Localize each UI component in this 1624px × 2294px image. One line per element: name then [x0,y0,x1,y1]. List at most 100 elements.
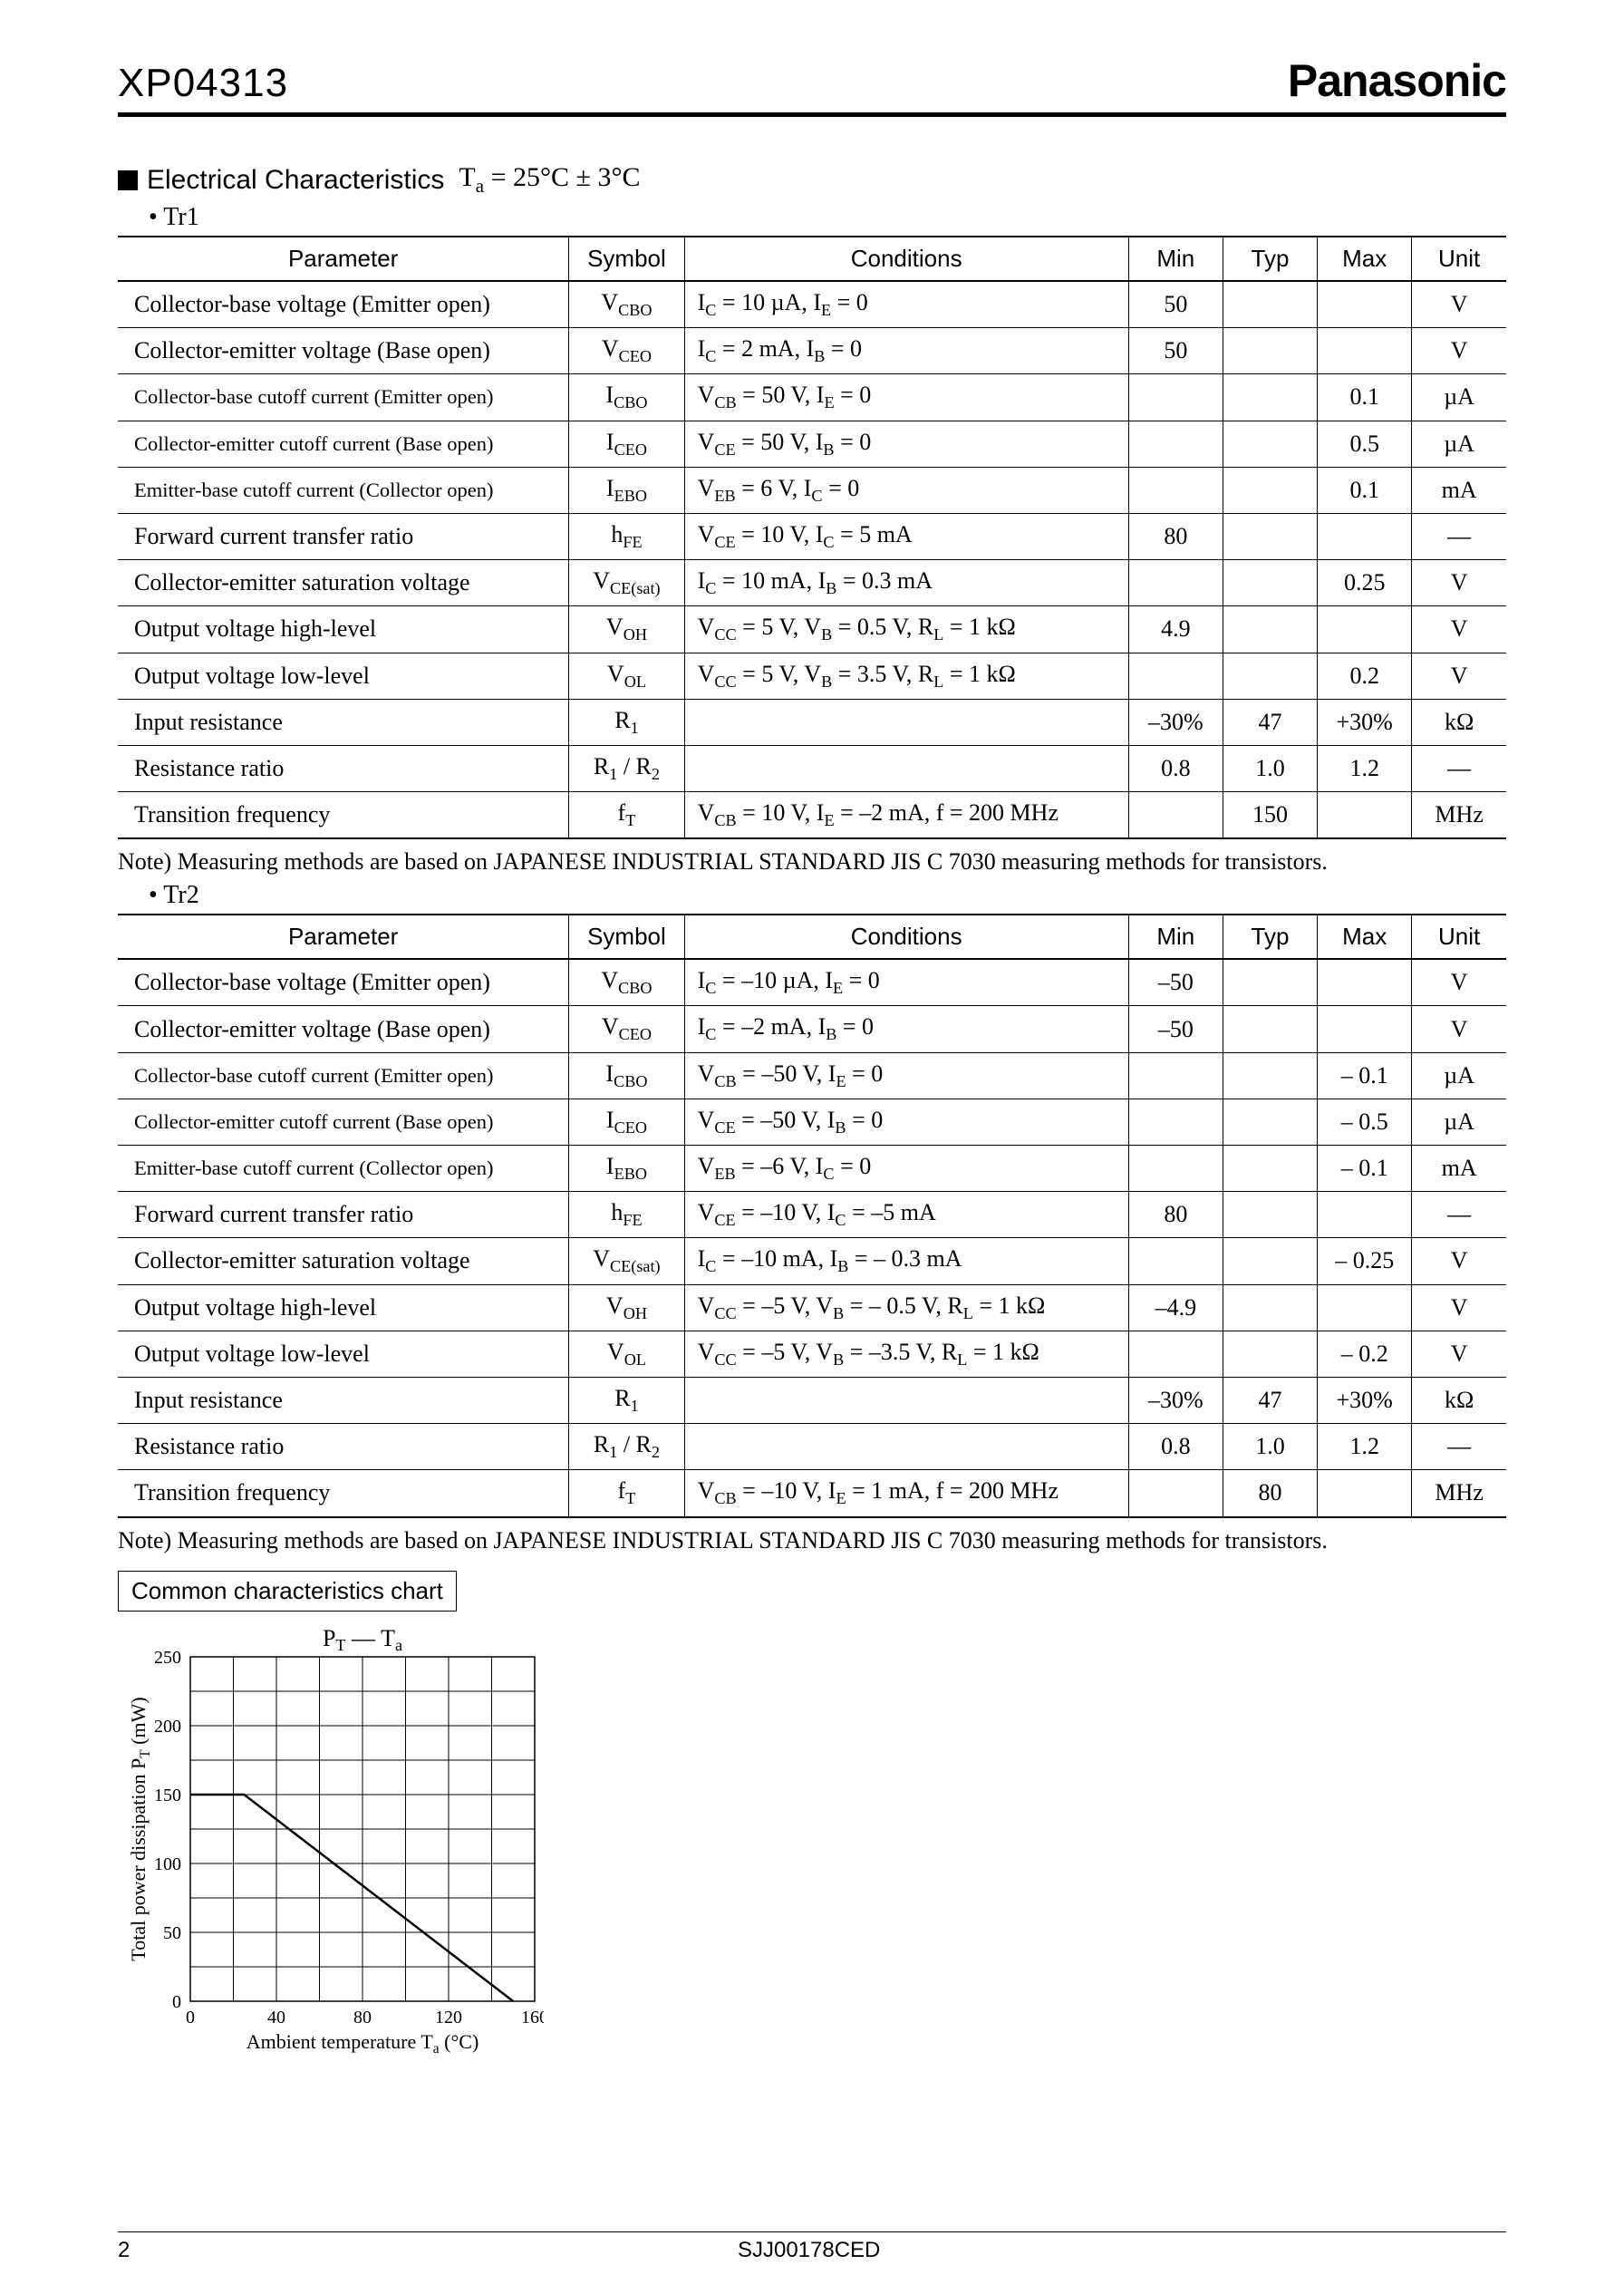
cell [1318,328,1412,374]
cell [1223,328,1317,374]
cell: IC = –10 µA, IE = 0 [684,959,1128,1006]
cell: fT [569,792,684,839]
cell: VCBO [569,281,684,328]
cell: µA [1412,1099,1506,1145]
column-header: Unit [1412,915,1506,959]
cell [1128,1470,1223,1517]
cell: V [1412,1331,1506,1377]
cell: 50 [1128,328,1223,374]
tr1-table: ParameterSymbolConditionsMinTypMaxUnit C… [118,236,1506,839]
cell: mA [1412,1146,1506,1192]
cell: 1.2 [1318,745,1412,791]
cell [684,745,1128,791]
cell [1223,560,1317,606]
cell: 150 [1223,792,1317,839]
cell: 0.8 [1128,745,1223,791]
cell [1318,513,1412,559]
cell: — [1412,1424,1506,1470]
section-title-text: Electrical Characteristics [147,165,444,196]
cell: Transition frequency [118,1470,569,1517]
cell: Input resistance [118,699,569,745]
cell: 0.8 [1128,1424,1223,1470]
cell: 0.2 [1318,653,1412,699]
svg-text:80: 80 [353,2008,372,2028]
cell: 0.5 [1318,421,1412,467]
cell [1223,1192,1317,1238]
page-footer: 2 SJJ00178CED [118,2231,1506,2263]
cell: Collector-emitter voltage (Base open) [118,328,569,374]
cell: 50 [1128,281,1223,328]
cell: Resistance ratio [118,1424,569,1470]
cell: mA [1412,467,1506,513]
cell: – 0.2 [1318,1331,1412,1377]
cell: R1 [569,1377,684,1423]
cell: VCB = –10 V, IE = 1 mA, f = 200 MHz [684,1470,1128,1517]
cell: R1 [569,699,684,745]
svg-text:0: 0 [186,2008,195,2028]
cell [1128,374,1223,421]
cell [1128,1238,1223,1284]
cell: VEB = 6 V, IC = 0 [684,467,1128,513]
table-row: Collector-base voltage (Emitter open)VCB… [118,281,1506,328]
table-row: Emitter-base cutoff current (Collector o… [118,1146,1506,1192]
cell: IC = 10 mA, IB = 0.3 mA [684,560,1128,606]
cell [1223,374,1317,421]
cell: 80 [1128,513,1223,559]
cell: — [1412,1192,1506,1238]
cell: V [1412,653,1506,699]
table-row: Resistance ratioR1 / R20.81.01.2— [118,745,1506,791]
brand-logo: Panasonic [1288,54,1506,107]
cell [1223,513,1317,559]
cell: — [1412,513,1506,559]
cell: V [1412,606,1506,653]
tr2-label: • Tr2 [149,881,1506,910]
cell [1128,792,1223,839]
table-row: Output voltage low-levelVOLVCC = –5 V, V… [118,1331,1506,1377]
cell [1223,653,1317,699]
cell: – 0.5 [1318,1099,1412,1145]
cell: 4.9 [1128,606,1223,653]
cell [1128,560,1223,606]
cell: MHz [1412,792,1506,839]
cell [1223,1146,1317,1192]
cell: V [1412,1238,1506,1284]
cell [684,699,1128,745]
cell: µA [1412,374,1506,421]
cell: 0.1 [1318,374,1412,421]
cell [1318,281,1412,328]
cell: hFE [569,513,684,559]
cell: 0.25 [1318,560,1412,606]
cell: VCB = 10 V, IE = –2 mA, f = 200 MHz [684,792,1128,839]
cell: VCE = –50 V, IB = 0 [684,1099,1128,1145]
cell: ICEO [569,421,684,467]
cell: V [1412,281,1506,328]
cell: — [1412,745,1506,791]
cell: IC = 2 mA, IB = 0 [684,328,1128,374]
cell: V [1412,328,1506,374]
cell [1223,959,1317,1006]
svg-text:120: 120 [435,2008,462,2028]
table-row: Output voltage high-levelVOHVCC = 5 V, V… [118,606,1506,653]
cell: Transition frequency [118,792,569,839]
cell: kΩ [1412,1377,1506,1423]
cell: µA [1412,1052,1506,1099]
tr2-note: Note) Measuring methods are based on JAP… [118,1527,1506,1554]
page-header: XP04313 Panasonic [118,54,1506,117]
column-header: Min [1128,915,1223,959]
cell: Output voltage high-level [118,1284,569,1331]
table-row: Collector-emitter voltage (Base open)VCE… [118,328,1506,374]
table-row: Collector-emitter saturation voltageVCE(… [118,560,1506,606]
cell: Emitter-base cutoff current (Collector o… [118,1146,569,1192]
cell [1223,1284,1317,1331]
cell: VOH [569,1284,684,1331]
cell: IC = –10 mA, IB = – 0.3 mA [684,1238,1128,1284]
cell: IEBO [569,1146,684,1192]
cell [1128,1099,1223,1145]
svg-text:Ambient temperature Ta (°C): Ambient temperature Ta (°C) [246,2030,479,2057]
cell [1318,606,1412,653]
cell [1318,792,1412,839]
cell: Collector-emitter saturation voltage [118,560,569,606]
cell [1128,1146,1223,1192]
cell: V [1412,959,1506,1006]
tr2-table: ParameterSymbolConditionsMinTypMaxUnit C… [118,914,1506,1517]
